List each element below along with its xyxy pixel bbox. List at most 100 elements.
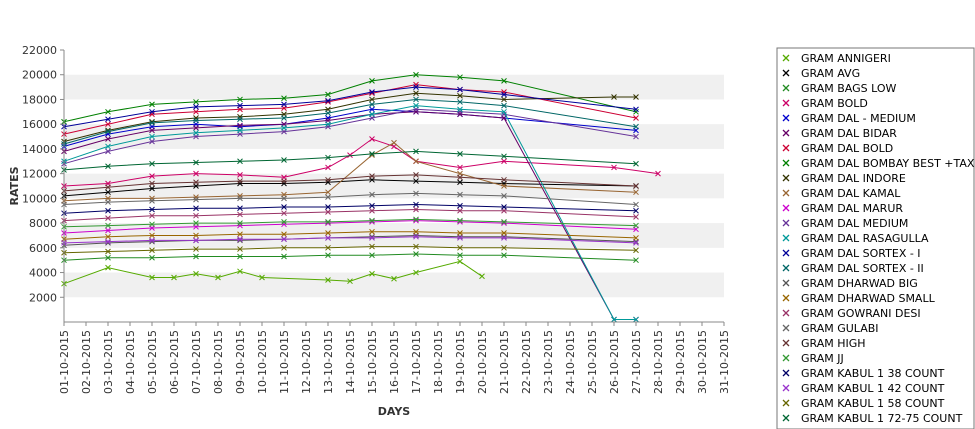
data-point-marker	[501, 244, 507, 251]
x-tick-label: 11-10-2015	[278, 330, 291, 394]
data-point-marker	[281, 157, 287, 163]
grid-band	[64, 124, 724, 149]
data-point-marker	[413, 108, 419, 115]
data-point-marker	[105, 163, 111, 170]
legend-item: GRAM AVG	[782, 67, 860, 80]
data-point-marker	[501, 153, 507, 160]
x-tick-label: 21-10-2015	[498, 330, 511, 394]
data-point-marker	[193, 115, 199, 121]
data-point-marker	[457, 111, 463, 118]
data-point-marker	[149, 254, 155, 261]
y-tick-label: 22000	[22, 44, 57, 57]
data-point-marker	[413, 228, 419, 235]
legend-label: GRAM DAL SORTEX - II	[801, 262, 924, 275]
data-point-marker	[193, 237, 199, 244]
data-point-marker	[633, 214, 639, 220]
data-point-marker	[193, 179, 199, 186]
y-tick-label: 2000	[29, 291, 57, 304]
data-point-marker	[325, 164, 331, 171]
data-point-marker	[193, 270, 199, 277]
legend-item: GRAM KABUL 1 58 COUNT	[782, 397, 945, 410]
legend-label: GRAM BAGS LOW	[801, 82, 897, 95]
data-point-marker	[237, 268, 243, 275]
data-point-marker	[215, 274, 221, 281]
series-line	[63, 253, 637, 261]
data-point-marker	[501, 102, 507, 109]
data-point-marker	[281, 95, 287, 102]
data-point-marker	[391, 139, 397, 146]
legend-label: GRAM ANNIGERI	[801, 52, 891, 65]
legend-item: GRAM DAL KAMAL	[782, 187, 901, 200]
data-point-marker	[237, 180, 243, 187]
data-point-marker	[105, 222, 111, 229]
data-point-marker	[633, 189, 639, 196]
data-point-marker	[149, 185, 155, 192]
legend-item: GRAM DAL - MEDIUM	[782, 112, 916, 125]
x-tick-label: 10-10-2015	[256, 330, 269, 394]
y-tick-label: 6000	[29, 242, 57, 255]
data-point-marker	[457, 217, 463, 224]
legend-marker	[782, 324, 790, 332]
data-point-marker	[611, 164, 617, 171]
data-point-marker	[105, 128, 111, 135]
x-tick-label: 05-10-2015	[146, 330, 159, 394]
legend-item: GRAM DAL BOMBAY BEST +TAX	[782, 157, 975, 170]
data-point-marker	[457, 235, 463, 241]
series-line	[63, 150, 637, 171]
data-point-marker	[281, 178, 287, 184]
data-point-marker	[501, 78, 507, 84]
data-point-marker	[633, 94, 639, 100]
data-point-marker	[633, 207, 639, 214]
data-point-marker	[413, 190, 419, 197]
data-point-marker	[149, 212, 155, 219]
legend-item: GRAM GOWRANI DESI	[782, 307, 921, 320]
data-point-marker	[501, 230, 507, 236]
data-point-marker	[633, 247, 639, 254]
data-point-marker	[193, 246, 199, 252]
data-point-marker	[237, 116, 243, 123]
data-point-marker	[237, 222, 243, 229]
legend-items: GRAM ANNIGERI GRAM AVG GRAM BAGS LOW GRAM B…	[782, 52, 975, 425]
data-point-marker	[633, 235, 639, 241]
data-point-marker	[325, 244, 331, 251]
data-point-marker	[413, 178, 419, 184]
x-tick-label: 31-10-2015	[718, 330, 731, 394]
legend-label: GRAM GULABI	[801, 322, 879, 335]
x-tick-label: 19-10-2015	[454, 330, 467, 394]
data-point-marker	[237, 205, 243, 212]
data-point-marker	[325, 115, 331, 121]
x-tick-label: 22-10-2015	[520, 330, 533, 394]
legend-label: GRAM DHARWAD SMALL	[801, 292, 936, 305]
legend-label: GRAM KABUL 1 38 COUNT	[801, 367, 945, 380]
data-point-marker	[149, 101, 155, 108]
x-tick-label: 29-10-2015	[674, 330, 687, 394]
data-point-marker	[413, 81, 419, 88]
data-point-marker	[105, 184, 111, 191]
legend-label: GRAM DAL RASAGULLA	[801, 232, 929, 245]
data-point-marker	[149, 274, 155, 281]
series-line	[63, 86, 637, 128]
data-point-marker	[325, 154, 331, 161]
data-point-marker	[501, 235, 507, 241]
series-line	[63, 179, 637, 197]
y-tick-label: 14000	[22, 143, 57, 156]
data-point-marker	[237, 195, 243, 202]
data-point-marker	[369, 202, 375, 209]
series-line	[63, 246, 637, 254]
x-ticks: 01-10-2015 02-10-2015 03-10-2015 04-10-2015…	[58, 322, 731, 394]
data-point-marker	[457, 108, 463, 115]
data-point-marker	[457, 86, 463, 93]
data-point-marker	[369, 173, 375, 179]
legend-label: GRAM DAL INDORE	[801, 172, 906, 185]
y-tick-label: 16000	[22, 118, 57, 131]
data-point-marker	[633, 123, 639, 130]
data-point-marker	[193, 104, 199, 110]
x-tick-label: 03-10-2015	[102, 330, 115, 394]
data-point-marker	[193, 212, 199, 219]
data-point-marker	[237, 172, 243, 178]
data-point-marker	[237, 220, 243, 226]
y-tick-label: 10000	[22, 192, 57, 205]
legend-label: GRAM DAL - MEDIUM	[801, 112, 916, 125]
data-point-marker	[281, 180, 287, 187]
data-point-marker	[237, 158, 243, 165]
